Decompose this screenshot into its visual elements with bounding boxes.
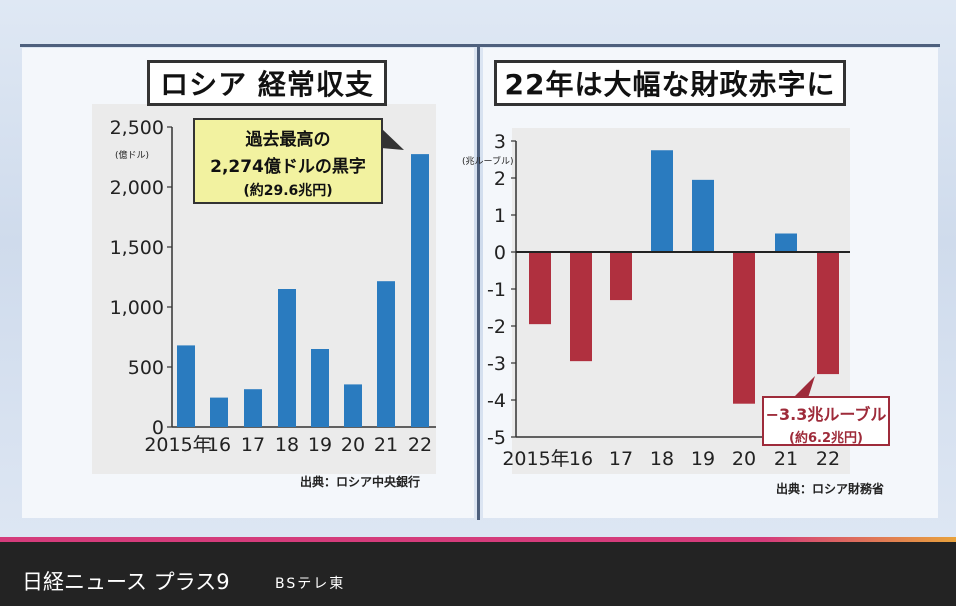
right-y-tick-label: -1 [487,279,506,301]
left-callout: 過去最高の 2,274億ドルの黒字 (約29.6兆円) [193,118,383,204]
left-bar [278,289,296,427]
screen: ロシア 経常収支 (億ドル) 0 500 1,000 1,500 2,000 2,500 2… [0,0,956,537]
top-border [20,44,940,47]
left-bar [411,154,429,427]
right-y-tick-label: -3 [487,353,506,375]
right-x-tick-label: 22 [816,448,840,470]
left-x-tick-label: 17 [241,434,265,456]
right-x-tick-label: 19 [691,448,715,470]
left-callout-line-2: 2,274億ドルの黒字 [210,157,366,177]
left-y-tick-label: 0 [152,417,164,439]
channel-name: BSテレ東 [275,576,346,592]
right-y-tick-label: -2 [487,316,506,338]
right-source: 出典：ロシア財務省 [776,482,885,496]
right-callout-pointer [793,376,815,398]
left-callout-pointer [381,128,404,150]
caption-accent-stripe [0,537,956,542]
right-bar-positive [692,179,714,252]
caption-bar [0,537,956,606]
right-y-tick-label: 0 [494,242,506,264]
right-bar-negative [610,252,632,301]
left-bar [377,281,395,427]
right-callout-line-2: (約6.2兆円) [789,431,863,446]
left-chart-title: ロシア 経常収支 [147,60,387,106]
left-x-tick-label: 20 [341,434,365,456]
left-y-tick-label: 1,500 [110,237,164,259]
right-bar-negative [529,252,551,325]
right-y-tick-label: -5 [487,427,506,449]
left-x-tick-label: 2015年 [144,434,211,456]
right-bar-negative [817,252,839,375]
left-x-tick-label: 16 [207,434,231,456]
right-bar-positive [775,233,797,252]
center-divider [477,44,480,520]
right-bar-negative [570,252,592,362]
right-x-tick-label: 21 [774,448,798,470]
right-chart: -5 -4 -3 -2 -1 0 1 2 3 2015年 16 17 18 19 20 21 22 [487,131,850,470]
right-callout-line-1: −3.3兆ルーブル [765,405,887,424]
left-bar [344,384,362,427]
right-x-tick-label: 20 [732,448,756,470]
left-y-tick-label: 2,500 [110,117,164,139]
left-x-tick-label: 22 [408,434,432,456]
left-y-tick-label: 2,000 [110,177,164,199]
left-unit-label: (億ドル) [115,151,150,161]
left-x-tick-label: 21 [374,434,398,456]
right-x-tick-label: 2015年 [502,448,569,470]
right-callout: −3.3兆ルーブル (約6.2兆円) [762,396,890,446]
right-x-tick-label: 18 [650,448,674,470]
right-x-tick-label: 16 [569,448,593,470]
right-bar-negative [733,252,755,404]
right-unit-label: (兆ルーブル) [462,157,514,167]
right-y-tick-label: -4 [487,390,506,412]
right-y-tick-label: 2 [494,168,506,190]
left-y-tick-label: 500 [128,357,164,379]
right-x-tick-label: 17 [609,448,633,470]
right-y-tick-label: 1 [494,205,506,227]
left-x-tick-label: 19 [308,434,332,456]
left-callout-line-3: (約29.6兆円) [243,183,333,199]
left-bar [177,345,195,427]
left-y-tick-label: 1,000 [110,297,164,319]
right-y-tick-label: 3 [494,131,506,153]
left-callout-line-1: 過去最高の [245,130,331,150]
left-x-tick-label: 18 [275,434,299,456]
left-bar [311,349,329,427]
left-bar [244,389,262,427]
left-bar [210,397,228,427]
program-title: 日経ニュース プラス9 [22,570,230,594]
right-chart-title: 22年は大幅な財政赤字に [494,60,846,106]
left-source: 出典：ロシア中央銀行 [300,475,421,489]
right-bar-positive [651,150,673,252]
